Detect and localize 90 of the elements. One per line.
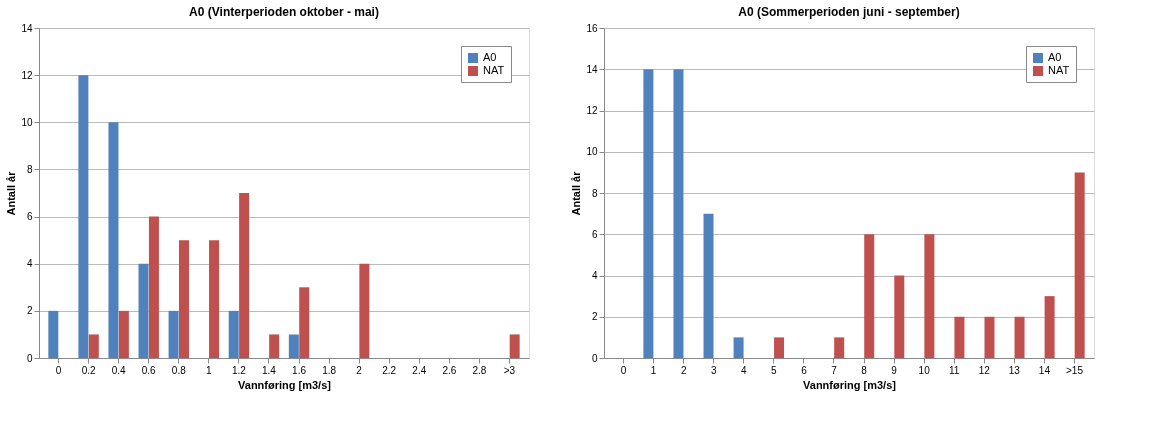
- y-tick-label: 0: [591, 352, 598, 364]
- x-tick-label: >3: [503, 364, 516, 376]
- bar: [288, 334, 299, 358]
- x-tick-label: 5: [771, 364, 778, 376]
- legend-label: A0: [483, 51, 497, 63]
- x-tick-label: 0.2: [81, 364, 96, 376]
- y-tick-label: 2: [26, 305, 33, 317]
- bar: [864, 234, 875, 358]
- x-tick-label: 14: [1038, 364, 1051, 376]
- y-tick-label: 0: [26, 352, 33, 364]
- y-tick-label: 12: [586, 105, 598, 116]
- bar: [1044, 296, 1055, 358]
- x-tick-label: 1.8: [322, 364, 337, 376]
- x-tick-label: 9: [891, 364, 898, 376]
- y-tick-label: 2: [591, 311, 598, 323]
- chart-title: A0 (Vinterperioden oktober - mai): [189, 5, 379, 19]
- x-tick-label: 1: [650, 364, 657, 376]
- bar: [178, 240, 189, 358]
- x-axis-title: Vannføring [m3/s]: [803, 378, 897, 391]
- x-tick-label: 1.4: [262, 364, 277, 376]
- x-tick-label: 2.2: [382, 364, 397, 376]
- x-tick-label: 12: [978, 364, 991, 376]
- bar: [299, 287, 310, 358]
- x-tick-label: >15: [1065, 364, 1084, 376]
- bar: [924, 234, 935, 358]
- bar: [118, 310, 129, 358]
- x-tick-label: 1: [206, 364, 213, 376]
- y-tick-label: 4: [591, 270, 598, 281]
- bar: [894, 275, 905, 358]
- bar: [984, 316, 995, 358]
- bar: [733, 337, 744, 358]
- bar: [168, 310, 179, 358]
- bar: [673, 69, 684, 358]
- y-tick-label: 12: [21, 69, 33, 81]
- y-axis-title: Antall år: [570, 170, 583, 216]
- bar: [88, 334, 99, 358]
- bar: [138, 263, 149, 358]
- bar: [1074, 172, 1085, 358]
- x-tick-label: 6: [801, 364, 808, 376]
- x-tick-label: 1.2: [231, 364, 247, 376]
- x-tick-label: 2: [356, 364, 363, 376]
- x-tick-label: 0.6: [141, 364, 157, 376]
- y-tick-label: 6: [591, 228, 598, 240]
- bar: [239, 193, 250, 358]
- x-tick-label: 8: [861, 364, 868, 376]
- y-tick-label: 8: [591, 187, 598, 199]
- x-tick-label: 7: [831, 364, 838, 376]
- x-tick-label: 1.6: [292, 364, 307, 376]
- y-axis-title: Antall år: [5, 170, 18, 216]
- legend-label: NAT: [1048, 64, 1070, 76]
- bar: [269, 334, 280, 358]
- bar: [359, 263, 370, 358]
- x-tick-label: 2.4: [412, 364, 427, 376]
- x-tick-label: 10: [918, 364, 931, 376]
- x-tick-label: 0: [55, 364, 62, 376]
- bar: [1014, 316, 1025, 358]
- y-tick-label: 10: [21, 116, 33, 128]
- x-tick-label: 2.6: [442, 364, 457, 376]
- x-axis-title: Vannføring [m3/s]: [238, 378, 332, 391]
- bar: [834, 337, 845, 358]
- bar: [643, 69, 654, 358]
- legend-label: A0: [1048, 51, 1062, 63]
- chart-title: A0 (Sommerperioden juni - september): [738, 5, 960, 19]
- x-tick-label: 0.4: [111, 364, 127, 376]
- x-tick-label: 13: [1008, 364, 1021, 376]
- x-tick-label: 11: [949, 364, 960, 376]
- bar: [209, 240, 220, 358]
- x-tick-label: 2: [680, 364, 687, 376]
- y-tick-label: 14: [586, 63, 598, 75]
- bar: [954, 316, 965, 358]
- bar: [774, 337, 785, 358]
- y-tick-label: 6: [26, 211, 33, 223]
- y-tick-label: 14: [21, 22, 33, 34]
- bar: [108, 122, 119, 358]
- bar: [48, 310, 59, 358]
- bar: [78, 75, 89, 358]
- y-tick-label: 16: [586, 22, 598, 34]
- bar: [703, 213, 714, 358]
- legend-label: NAT: [483, 64, 505, 76]
- x-tick-label: 3: [710, 364, 717, 376]
- bar: [509, 334, 520, 358]
- x-tick-label: 0: [620, 364, 627, 376]
- bar: [228, 310, 239, 358]
- x-tick-label: 4: [741, 364, 747, 376]
- y-tick-label: 8: [26, 163, 33, 175]
- bar: [148, 216, 159, 358]
- y-tick-label: 4: [26, 258, 33, 270]
- y-tick-label: 10: [586, 146, 598, 158]
- x-tick-label: 2.8: [472, 364, 487, 376]
- x-tick-label: 0.8: [171, 364, 187, 376]
